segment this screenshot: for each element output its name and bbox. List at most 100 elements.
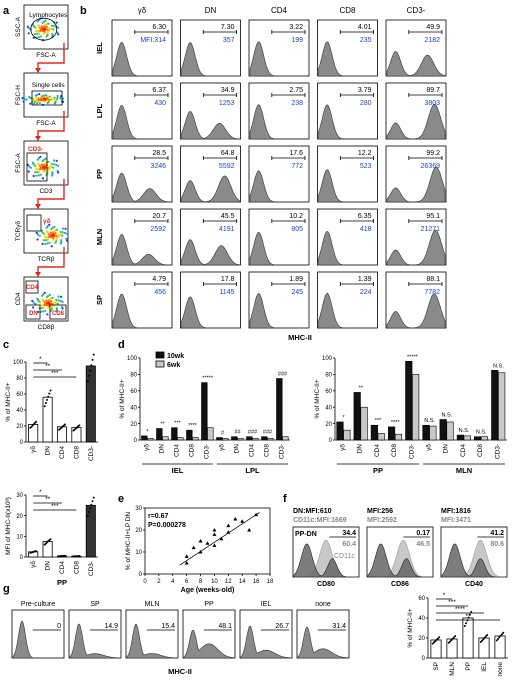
event-dot xyxy=(56,94,59,98)
event-dot xyxy=(55,307,58,310)
data-point xyxy=(484,635,487,638)
event-dot xyxy=(48,165,52,168)
gate-percent: 80.6 xyxy=(490,541,504,548)
y-tick-label: 0 xyxy=(20,555,24,561)
panel-b: γδ DN CD4 CD8 CD3- IEL 6.30 MFI:314 7.30 357 3.22 1… xyxy=(95,6,447,342)
panel-letter-b: b xyxy=(80,5,87,17)
event-dot xyxy=(41,298,44,301)
scatter-point xyxy=(240,519,245,523)
event-dot xyxy=(41,304,44,307)
gate-outline xyxy=(49,304,67,320)
mfi-value: 2182 xyxy=(424,37,440,44)
mfi-value: 3803 xyxy=(424,100,440,107)
event-dot xyxy=(37,168,40,171)
data-point xyxy=(463,625,466,627)
significance-mark: # xyxy=(221,431,225,437)
data-point xyxy=(86,514,89,517)
event-dot xyxy=(42,170,46,173)
event-dot xyxy=(46,225,49,228)
scatter-point xyxy=(226,523,231,528)
y-tick-label: 80 xyxy=(325,373,332,379)
event-dot xyxy=(29,166,32,169)
event-dot xyxy=(44,157,47,160)
data-point xyxy=(447,641,450,644)
event-dot xyxy=(51,34,54,37)
row-label: PP xyxy=(95,169,104,179)
event-dot xyxy=(37,24,40,27)
event-dot xyxy=(39,35,43,38)
event-dot xyxy=(52,166,55,169)
event-dot xyxy=(56,228,59,231)
gate-percent: 1.39 xyxy=(358,276,372,283)
x-tick-label: 10 xyxy=(211,579,218,585)
significance-mark: ## xyxy=(234,430,241,436)
y-axis-label: % of MHC-II+ xyxy=(5,382,12,421)
significance-mark: N.S. xyxy=(424,418,435,424)
gating-arrow xyxy=(37,111,65,137)
gating-arrow xyxy=(37,247,65,273)
bar-10wk xyxy=(171,427,178,441)
data-point xyxy=(502,631,505,634)
event-dot xyxy=(37,36,40,39)
data-point xyxy=(91,358,94,361)
y-tick-label: 40 xyxy=(418,616,425,622)
bar xyxy=(478,637,490,659)
bar-10wk xyxy=(261,436,268,441)
gate-percent: 89.7 xyxy=(426,87,440,94)
gate-percent: 34.4 xyxy=(342,530,356,537)
bar-10wk xyxy=(231,436,238,441)
event-dot xyxy=(56,302,59,305)
event-dot xyxy=(48,98,51,101)
scatter-point xyxy=(219,536,224,541)
significance-mark: ** xyxy=(45,363,51,370)
gate-percent: 34.9 xyxy=(221,87,235,94)
event-dot xyxy=(44,98,47,101)
event-dot xyxy=(28,95,31,99)
scatter-point xyxy=(191,545,196,550)
event-dot xyxy=(37,30,40,33)
mfi-value: 21271 xyxy=(421,226,441,233)
histogram-curve xyxy=(318,169,377,203)
event-dot xyxy=(37,310,40,314)
y-tick-label: 0 xyxy=(20,440,24,446)
group-label: IEL xyxy=(172,466,184,475)
bar xyxy=(85,365,96,443)
event-dot xyxy=(55,310,58,313)
bar-6wk xyxy=(252,438,259,441)
x-tick-label: 4 xyxy=(171,579,175,585)
bar-10wk xyxy=(456,434,464,441)
y-tick-label: 40 xyxy=(325,405,332,411)
event-dot xyxy=(41,177,45,180)
event-dot xyxy=(50,165,53,169)
gating-arrow xyxy=(37,179,65,205)
event-dot xyxy=(55,298,58,302)
x-axis-label: CD80 xyxy=(317,581,335,588)
dotplot-ylabel: TCRγδ xyxy=(15,221,22,242)
y-tick-label: 60 xyxy=(325,389,332,395)
bar-6wk xyxy=(282,436,289,441)
event-dot xyxy=(44,19,47,22)
bar-10wk xyxy=(491,369,499,441)
event-dot xyxy=(42,94,46,97)
event-dot xyxy=(31,161,35,164)
event-dot xyxy=(49,231,52,234)
bar-6wk xyxy=(463,435,471,441)
data-point xyxy=(449,640,452,643)
bar-6wk xyxy=(267,438,274,441)
data-point xyxy=(86,380,89,383)
event-dot xyxy=(65,232,69,235)
column-header: γδ xyxy=(138,6,147,15)
data-point xyxy=(431,642,434,645)
event-dot xyxy=(27,170,30,173)
significance-mark: ** xyxy=(160,422,165,428)
histogram-curve xyxy=(69,623,121,659)
bar-6wk xyxy=(177,437,184,441)
histogram-title: Pre-culture xyxy=(21,601,55,608)
data-point xyxy=(452,636,455,639)
event-dot xyxy=(44,236,47,239)
event-dot xyxy=(40,25,44,28)
gate-percent: 60.4 xyxy=(342,541,356,548)
event-dot xyxy=(39,173,43,176)
legend-label: 10wk xyxy=(167,353,184,360)
gate-percent: 17.8 xyxy=(221,276,235,283)
